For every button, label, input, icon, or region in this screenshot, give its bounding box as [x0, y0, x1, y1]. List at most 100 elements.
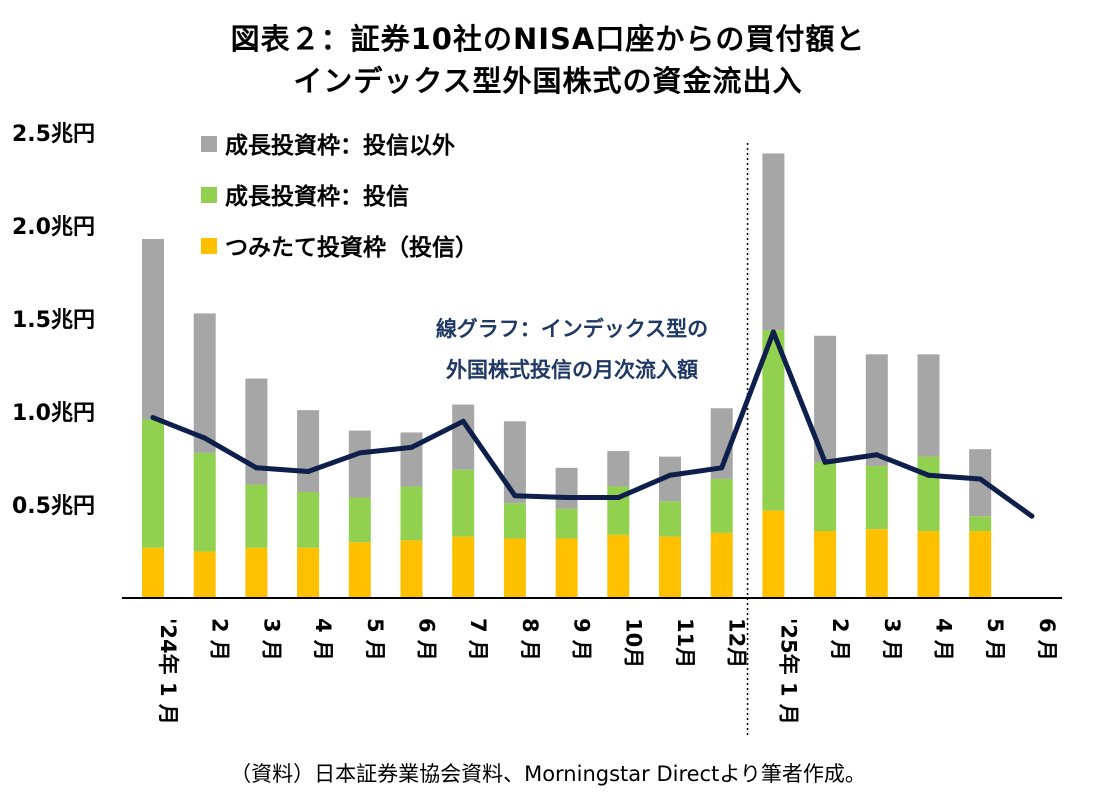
x-tick-label: 10月 — [621, 618, 645, 668]
x-tick-label: 4 月 — [311, 618, 335, 661]
bar-segment-2 — [917, 456, 940, 532]
bar-segment-2 — [814, 462, 837, 532]
x-tick-label: 5 月 — [363, 618, 387, 661]
inflow-line-point — [305, 469, 311, 475]
chart-title-line2: インデックス型外国株式の資金流出入 — [293, 64, 803, 98]
bar-segment-3 — [245, 378, 268, 485]
bar-segment-3 — [710, 408, 733, 479]
bar-segment-1 — [710, 532, 733, 598]
bar-segment-1 — [245, 547, 268, 598]
inflow-line-point — [615, 495, 621, 501]
legend-swatch — [201, 187, 217, 203]
bar-segment-2 — [659, 501, 681, 537]
inflow-line-point — [770, 329, 776, 335]
bar-segment-1 — [297, 547, 320, 598]
x-tick-label: 9 月 — [570, 618, 594, 661]
bar-segment-2 — [865, 465, 888, 530]
bar-segment-1 — [814, 531, 837, 598]
x-tick-label: 12月 — [725, 618, 749, 668]
x-tick-label: 7 月 — [466, 618, 490, 661]
legend-label: 成長投資枠：投信以外 — [225, 132, 455, 159]
inflow-line-point — [253, 465, 259, 471]
bar-segment-3 — [400, 432, 423, 487]
chart-title-line1: 図表２：証券10社のNISA口座からの買付額と — [230, 22, 866, 56]
bar-segment-3 — [969, 449, 992, 517]
bar-segment-2 — [452, 469, 475, 537]
bar-segment-2 — [245, 484, 268, 548]
bar-segment-3 — [193, 313, 216, 453]
x-tick-label: 2 月 — [828, 618, 852, 661]
legend-swatch — [201, 136, 217, 152]
x-tick-label: 2 月 — [208, 618, 232, 661]
bar-segment-3 — [503, 421, 526, 504]
bar-segment-3 — [297, 410, 320, 492]
bar-segment-3 — [348, 430, 371, 498]
bar-segment-1 — [659, 536, 681, 598]
inflow-line-point — [150, 415, 156, 421]
inflow-line-series — [150, 329, 1035, 519]
bar-segment-1 — [503, 538, 526, 598]
bar-segment-1 — [969, 531, 992, 598]
y-tick-label: 1.0兆円 — [12, 401, 95, 426]
bar-segment-1 — [142, 547, 164, 598]
bar-segment-1 — [917, 531, 940, 598]
legend-label: つみたて投資枠（投信） — [225, 234, 478, 261]
inflow-line-point — [460, 418, 466, 424]
x-tick-label: 6 月 — [415, 618, 439, 661]
bar-segment-3 — [814, 335, 837, 463]
x-tick-label: 3 月 — [259, 618, 283, 661]
legend-label: 成長投資枠：投信 — [225, 183, 409, 210]
bar-segment-2 — [555, 508, 578, 539]
inflow-line-point — [874, 452, 880, 458]
bar-segment-2 — [762, 330, 785, 511]
bar-segment-3 — [142, 239, 164, 420]
bar-segment-2 — [142, 419, 164, 548]
x-tick-label: 4 月 — [932, 618, 956, 661]
inflow-line-point — [357, 450, 363, 456]
inflow-line-point — [667, 472, 673, 478]
inflow-line-point — [564, 495, 570, 501]
x-tick-label: 5 月 — [983, 618, 1007, 661]
bar-segment-3 — [917, 354, 940, 457]
x-tick-label: 11月 — [673, 618, 697, 668]
inflow-line-point — [977, 476, 983, 482]
bar-segment-2 — [503, 503, 526, 539]
bar-segment-3 — [555, 467, 578, 509]
bar-segment-1 — [607, 534, 630, 598]
bar-segment-1 — [348, 542, 371, 598]
inflow-line-point — [926, 472, 931, 478]
bar-segment-1 — [555, 538, 578, 598]
bar-segment-1 — [452, 536, 475, 598]
x-tick-label: '24年 1 月 — [156, 618, 180, 725]
x-tick-label: 6 月 — [1035, 618, 1059, 661]
line-annotation-line1: 線グラフ：インデックス型の — [436, 317, 708, 341]
legend-swatch — [201, 238, 217, 254]
bar-segment-3 — [762, 153, 785, 331]
y-tick-label: 0.5兆円 — [12, 494, 95, 519]
source-caption: （資料）日本証券業協会資料、Morningstar Directより筆者作成。 — [230, 762, 866, 786]
inflow-line-point — [719, 465, 725, 471]
bar-segment-2 — [193, 452, 216, 552]
bar-segment-3 — [607, 451, 630, 487]
y-tick-label: 2.0兆円 — [12, 215, 95, 240]
x-tick-label: 3 月 — [880, 618, 904, 661]
bar-segment-2 — [400, 486, 423, 541]
bar-segment-1 — [400, 540, 423, 598]
bar-segment-2 — [348, 497, 371, 543]
bar-segment-3 — [865, 354, 888, 466]
bar-segment-2 — [710, 478, 733, 533]
inflow-line-point — [822, 459, 828, 465]
inflow-line-point — [512, 493, 518, 499]
bar-segment-3 — [659, 456, 681, 502]
line-annotation-line2: 外国株式投信の月次流入額 — [446, 358, 698, 382]
bar-segment-1 — [762, 510, 785, 598]
inflow-line-point — [202, 435, 208, 441]
bar-segment-1 — [865, 529, 888, 598]
inflow-line-point — [409, 444, 414, 450]
y-tick-label: 1.5兆円 — [12, 308, 95, 333]
inflow-line-point — [1029, 513, 1035, 519]
bar-segment-1 — [193, 551, 216, 598]
x-tick-label: 8 月 — [518, 618, 542, 661]
bar-segment-2 — [969, 516, 992, 532]
